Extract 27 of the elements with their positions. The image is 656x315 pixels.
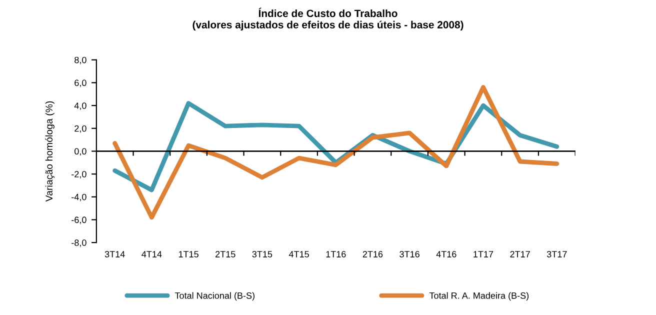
x-tick-label: 4T15 (288, 251, 309, 258)
y-tick-label: -6,0 (72, 216, 86, 224)
y-tick-label: 2,0 (74, 125, 86, 133)
x-tick-label: 2T15 (216, 251, 236, 258)
chart-title: Índice de Custo do Trabalho (valores ajustados de efeitos de dias úteis - base 2008) (192, 8, 464, 30)
x-tick-label: 3T15 (252, 251, 272, 258)
x-tick-label: 3T17 (546, 251, 567, 258)
y-tick-label: -2,0 (72, 171, 86, 178)
x-tick-label: 2T17 (510, 251, 530, 258)
x-tick-label: 3T14 (104, 251, 125, 258)
x-tick-label: 4T14 (142, 251, 162, 258)
y-tick-label: 8,0 (74, 56, 86, 64)
line-series (112, 85, 560, 220)
legend-label: Total Nacional (B-S) (174, 292, 254, 301)
x-tick-label: 2T16 (362, 251, 383, 258)
y-axis-title: Variação homóloga (%) (45, 101, 54, 202)
x-tick-label: 1T17 (474, 251, 494, 258)
legend-label: Total R. A. Madeira (B-S) (429, 292, 529, 301)
y-tick-label: 0,0 (74, 148, 86, 156)
y-tick-label: -8,0 (72, 240, 86, 247)
x-tick-label: 1T15 (178, 251, 198, 258)
x-tick-label: 4T16 (436, 251, 456, 258)
y-tick-label: -4,0 (72, 194, 86, 202)
y-tick-label: 6,0 (74, 80, 86, 88)
y-tick-label: 4,0 (74, 102, 86, 110)
x-tick-label: 3T16 (400, 251, 420, 258)
x-tick-label: 1T16 (326, 251, 346, 258)
